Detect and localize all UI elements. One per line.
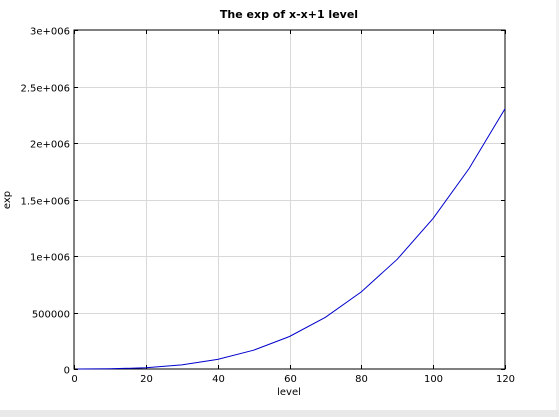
grid-lines xyxy=(74,30,505,369)
window-bottom-bar xyxy=(0,410,559,417)
y-axis-label: exp xyxy=(2,191,13,209)
x-tick-label: 0 xyxy=(71,374,77,385)
chart-title: The exp of x-x+1 level xyxy=(220,8,358,21)
x-axis-label: level xyxy=(277,387,301,398)
plot-frame xyxy=(74,30,505,369)
x-tick-label: 20 xyxy=(140,374,153,385)
y-tick-label: 0 xyxy=(64,366,70,377)
series-line-exp xyxy=(78,109,505,369)
y-tick-label: 2.5e+006 xyxy=(20,84,70,95)
series-layer xyxy=(78,109,505,369)
axis-ticks: 0 20 40 60 80 100 120 0 500000 1e+006 1.5e+006 2e+0… xyxy=(20,27,515,386)
y-tick-label: 2e+006 xyxy=(30,140,70,151)
x-tick-label: 120 xyxy=(496,374,515,385)
x-tick-label: 100 xyxy=(424,374,443,385)
y-tick-label: 1.5e+006 xyxy=(20,197,70,208)
y-tick-label: 500000 xyxy=(32,310,70,321)
x-tick-label: 80 xyxy=(355,374,368,385)
x-tick-label: 40 xyxy=(212,374,225,385)
y-tick-label: 1e+006 xyxy=(30,253,70,264)
y-tick-label: 3e+006 xyxy=(30,27,70,38)
x-tick-label: 60 xyxy=(284,374,297,385)
